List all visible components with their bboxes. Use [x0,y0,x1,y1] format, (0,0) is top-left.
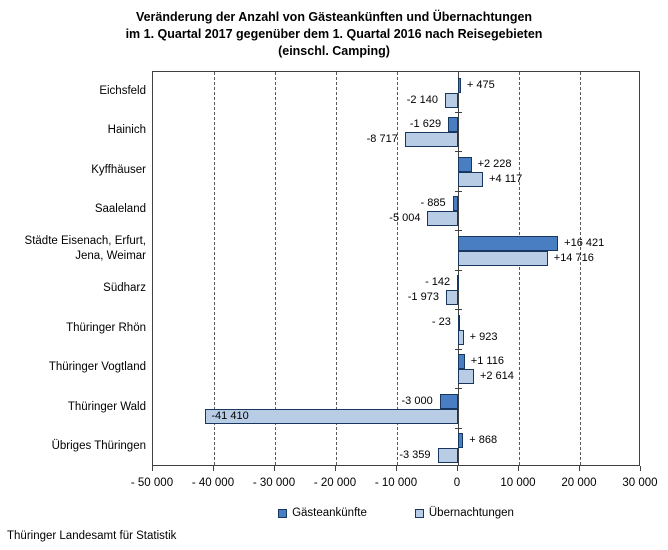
bar-gaesteankuenfte [458,235,559,251]
bar-gaesteankuenfte [458,433,464,448]
bar-uebernachtungen [205,408,458,424]
legend-swatch [414,508,424,518]
legend-swatch [278,508,288,518]
data-label: - 885 [420,197,446,209]
bar-uebernachtungen [458,250,548,266]
gridline [519,72,520,465]
category-label: Kyffhäuser [91,163,146,176]
chart-title-line3: (einschl. Camping) [278,43,390,58]
data-label: + 868 [469,434,498,446]
zero-axis-line [458,72,459,465]
data-label: -1 973 [407,291,439,303]
x-tick-mark [640,466,641,471]
category-tick [454,151,462,152]
gridline [336,72,337,465]
bar-gaesteankuenfte [458,156,472,172]
x-tick-mark [274,466,275,471]
bar-gaesteankuenfte [458,354,465,369]
category-tick [454,269,462,271]
data-label: -8 717 [366,133,398,145]
data-label: +2 614 [479,370,514,382]
legend: Gästeankünfte Übernachtungen [152,507,640,519]
gridline [275,72,276,465]
data-label: - 23 [431,315,451,328]
data-label: -41 410 [211,409,249,422]
category-tick [454,388,462,389]
x-tick-label: - 20 000 [313,477,357,489]
x-tick-mark [152,466,153,471]
x-tick-label: 10 000 [500,477,536,489]
bar-uebernachtungen [404,132,458,147]
bar-uebernachtungen [427,211,458,226]
category-axis-labels: Eichsfeld Hainich Kyffhäuser Saaleland Städt… [0,71,146,466]
bar-uebernachtungen [458,171,484,187]
category-tick [454,111,462,113]
legend-label: Übernachtungen [428,507,514,519]
chart-title-line1: Veränderung der Anzahl von Gästeankünfte… [135,10,533,24]
data-label: -5 004 [389,212,421,224]
category-label: Saaleland [94,203,146,216]
bar-uebernachtungen [458,369,474,384]
source-note: Thüringer Landesamt für Statistik [7,530,177,542]
bar-gaesteankuenfte [458,77,461,93]
data-label: -3 359 [399,449,431,461]
category-label: Thüringer Rhön [66,321,146,334]
x-tick-label: - 50 000 [130,477,174,489]
x-tick-label: 0 [453,477,461,489]
bar-gaesteankuenfte [457,275,460,290]
legend-item: Gästeankünfte [278,507,367,519]
x-tick-mark [457,466,458,471]
category-tick [454,190,462,192]
category-tick [454,348,462,350]
bar-gaesteankuenfte [452,196,458,211]
category-tick [454,309,462,310]
x-tick-label: 20 000 [561,477,597,489]
x-tick-label: - 30 000 [252,477,296,489]
bar-gaesteankuenfte [457,314,460,330]
data-label: +2 228 [477,157,512,170]
x-tick-mark [579,466,580,471]
category-label: Hainich [107,124,146,137]
category-label: Thüringer Wald [67,400,146,413]
data-label: -1 629 [409,118,442,130]
bar-uebernachtungen [445,290,458,305]
chart-title-line2: im 1. Quartal 2017 gegenüber dem 1. Quar… [125,26,543,41]
x-tick-mark [518,466,519,471]
x-tick-label: - 40 000 [191,477,235,489]
data-label: -2 140 [406,93,438,106]
data-label: +16 421 [564,236,605,249]
category-label: Eichsfeld [99,84,146,97]
data-label: - 142 [425,276,451,288]
category-label: Thüringer Vogtland [48,361,146,374]
bar-gaesteankuenfte [448,117,458,132]
data-label: + 475 [466,78,495,91]
data-label: -3 000 [401,394,433,407]
x-tick-mark [396,466,397,471]
category-label: Südharz [103,282,146,295]
category-label: Städte Eisenach, Erfurt, Jena, Weimar [24,235,146,262]
data-label: +4 117 [489,172,523,185]
data-label: +14 716 [553,251,594,264]
bar-uebernachtungen [458,329,464,345]
data-label: +1 116 [470,355,504,367]
gridline [397,72,398,465]
gridline [214,72,215,465]
bar-gaesteankuenfte [439,393,458,409]
bar-uebernachtungen [444,92,458,108]
plot-area: + 475 -1 629 +2 228 - 885 +16 421 - 142 - 23 +1… [152,71,640,466]
bar-uebernachtungen [437,448,458,463]
category-label: Übriges Thüringen [51,440,146,453]
category-tick [454,427,462,429]
x-tick-mark [213,466,214,471]
chart-title: Veränderung der Anzahl von Gästeankünfte… [0,9,668,60]
legend-label: Gästeankünfte [292,507,367,519]
gridline [580,72,581,465]
legend-item: Übernachtungen [414,507,514,519]
category-tick [454,230,462,231]
x-tick-mark [335,466,336,471]
data-label: + 923 [469,330,498,343]
x-tick-label: 30 000 [622,477,658,489]
x-tick-label: - 10 000 [374,477,418,489]
